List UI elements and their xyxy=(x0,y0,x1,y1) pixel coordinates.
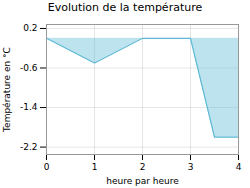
svg-text:-1.4: -1.4 xyxy=(20,102,38,112)
svg-text:heure par heure: heure par heure xyxy=(106,176,179,186)
svg-text:1: 1 xyxy=(92,162,98,172)
svg-text:4: 4 xyxy=(236,162,242,172)
svg-text:-0.6: -0.6 xyxy=(20,63,38,73)
svg-text:Température en °C: Température en °C xyxy=(2,47,12,133)
svg-text:2: 2 xyxy=(140,162,146,172)
html-text:Evolution de la température: Evolution de la température xyxy=(47,1,203,14)
svg-text:0: 0 xyxy=(44,162,50,172)
svg-text:3: 3 xyxy=(188,162,194,172)
svg-text:0.2: 0.2 xyxy=(23,23,37,33)
svg-text:-2.2: -2.2 xyxy=(20,142,38,152)
